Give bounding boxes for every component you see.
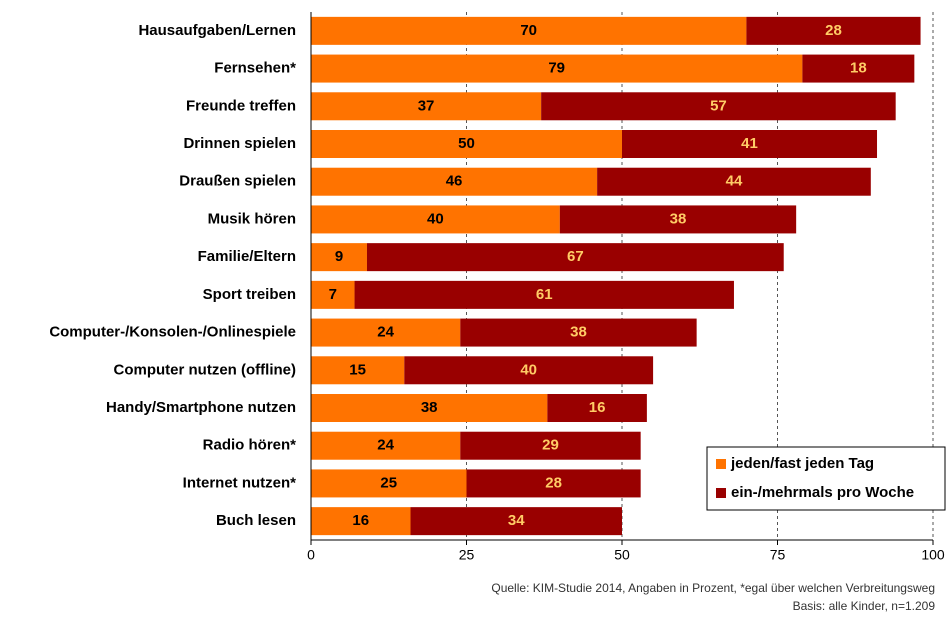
- value-label: 38: [421, 399, 438, 416]
- bar-segment: [311, 431, 461, 460]
- source-note: Quelle: KIM-Studie 2014, Angaben in Proz…: [491, 581, 935, 595]
- legend-swatch: [716, 488, 726, 498]
- x-tick-label: 100: [921, 547, 945, 563]
- bar-segment: [311, 16, 747, 45]
- bar-segment: [311, 243, 367, 272]
- bar-segment: [547, 394, 647, 422]
- category-label: Hausaufgaben/Lernen: [138, 22, 296, 39]
- bar-segment: [460, 431, 641, 460]
- bar-segment: [410, 507, 622, 536]
- x-tick-label: 50: [614, 547, 630, 563]
- category-label: Computer nutzen (offline): [114, 361, 296, 378]
- value-label: 29: [542, 437, 559, 454]
- value-label: 41: [741, 135, 758, 152]
- value-label: 9: [335, 248, 343, 265]
- category-label: Familie/Eltern: [198, 248, 296, 265]
- value-label: 37: [418, 97, 435, 114]
- value-label: 15: [349, 361, 366, 378]
- category-label: Internet nutzen*: [183, 474, 296, 491]
- source-note: Basis: alle Kinder, n=1.209: [793, 599, 936, 613]
- x-tick-label: 25: [459, 547, 475, 563]
- category-label: Sport treiben: [203, 286, 296, 303]
- value-label: 24: [377, 437, 394, 454]
- bar-segment: [311, 356, 405, 385]
- value-label: 7: [329, 286, 337, 303]
- bar-segment: [622, 130, 878, 158]
- category-label: Buch lesen: [216, 512, 296, 529]
- bar-segment: [404, 356, 654, 385]
- value-label: 28: [825, 22, 842, 39]
- value-label: 16: [352, 512, 369, 529]
- value-label: 67: [567, 248, 584, 265]
- legend-swatch: [716, 459, 726, 469]
- value-label: 40: [520, 361, 537, 378]
- bar-segment: [366, 243, 784, 272]
- value-label: 25: [380, 474, 397, 491]
- category-label: Draußen spielen: [179, 173, 296, 190]
- bar-segment: [311, 54, 803, 83]
- category-label: Radio hören*: [203, 437, 297, 454]
- x-tick-label: 0: [307, 547, 315, 563]
- bar-segment: [311, 394, 548, 422]
- category-label: Freunde treffen: [186, 97, 296, 114]
- bar-segment: [460, 318, 697, 347]
- bar-segment: [597, 167, 871, 196]
- value-label: 44: [726, 173, 743, 190]
- legend: jeden/fast jeden Tag ein-/mehrmals pro Wo…: [706, 446, 946, 511]
- bar-segment: [311, 205, 560, 234]
- value-label: 34: [508, 512, 525, 529]
- value-label: 38: [670, 210, 687, 227]
- value-label: 79: [548, 60, 565, 77]
- category-label: Fernsehen*: [214, 60, 296, 77]
- category-label: Drinnen spielen: [183, 135, 296, 152]
- value-label: 16: [589, 399, 606, 416]
- value-label: 61: [536, 286, 553, 303]
- bar-segment: [466, 469, 641, 498]
- value-label: 28: [545, 474, 562, 491]
- value-label: 50: [458, 135, 475, 152]
- value-label: 38: [570, 324, 587, 341]
- bar-segment: [311, 130, 622, 158]
- value-label: 46: [446, 173, 463, 190]
- category-label: Musik hören: [208, 210, 296, 227]
- legend-label: jeden/fast jeden Tag: [730, 455, 874, 472]
- legend-label: ein-/mehrmals pro Woche: [731, 484, 914, 501]
- bar-segment: [311, 167, 598, 196]
- value-label: 40: [427, 210, 444, 227]
- bar-segment: [311, 280, 355, 309]
- x-tick-label: 75: [770, 547, 786, 563]
- bar-segment: [541, 92, 896, 121]
- bar-segment: [354, 280, 734, 309]
- category-label: Handy/Smartphone nutzen: [106, 399, 296, 416]
- legend-box: [706, 446, 946, 511]
- value-label: 24: [377, 324, 394, 341]
- bar-segment: [802, 54, 915, 83]
- category-label: Computer-/Konsolen-/Onlinespiele: [49, 324, 296, 341]
- value-label: 70: [520, 22, 537, 39]
- bar-segment: [559, 205, 797, 234]
- bar-segment: [311, 469, 467, 498]
- bar-segment: [746, 16, 921, 45]
- bar-segment: [311, 318, 461, 347]
- bar-segment: [311, 507, 411, 536]
- bar-segment: [311, 92, 542, 121]
- value-label: 57: [710, 97, 727, 114]
- value-label: 18: [850, 60, 867, 77]
